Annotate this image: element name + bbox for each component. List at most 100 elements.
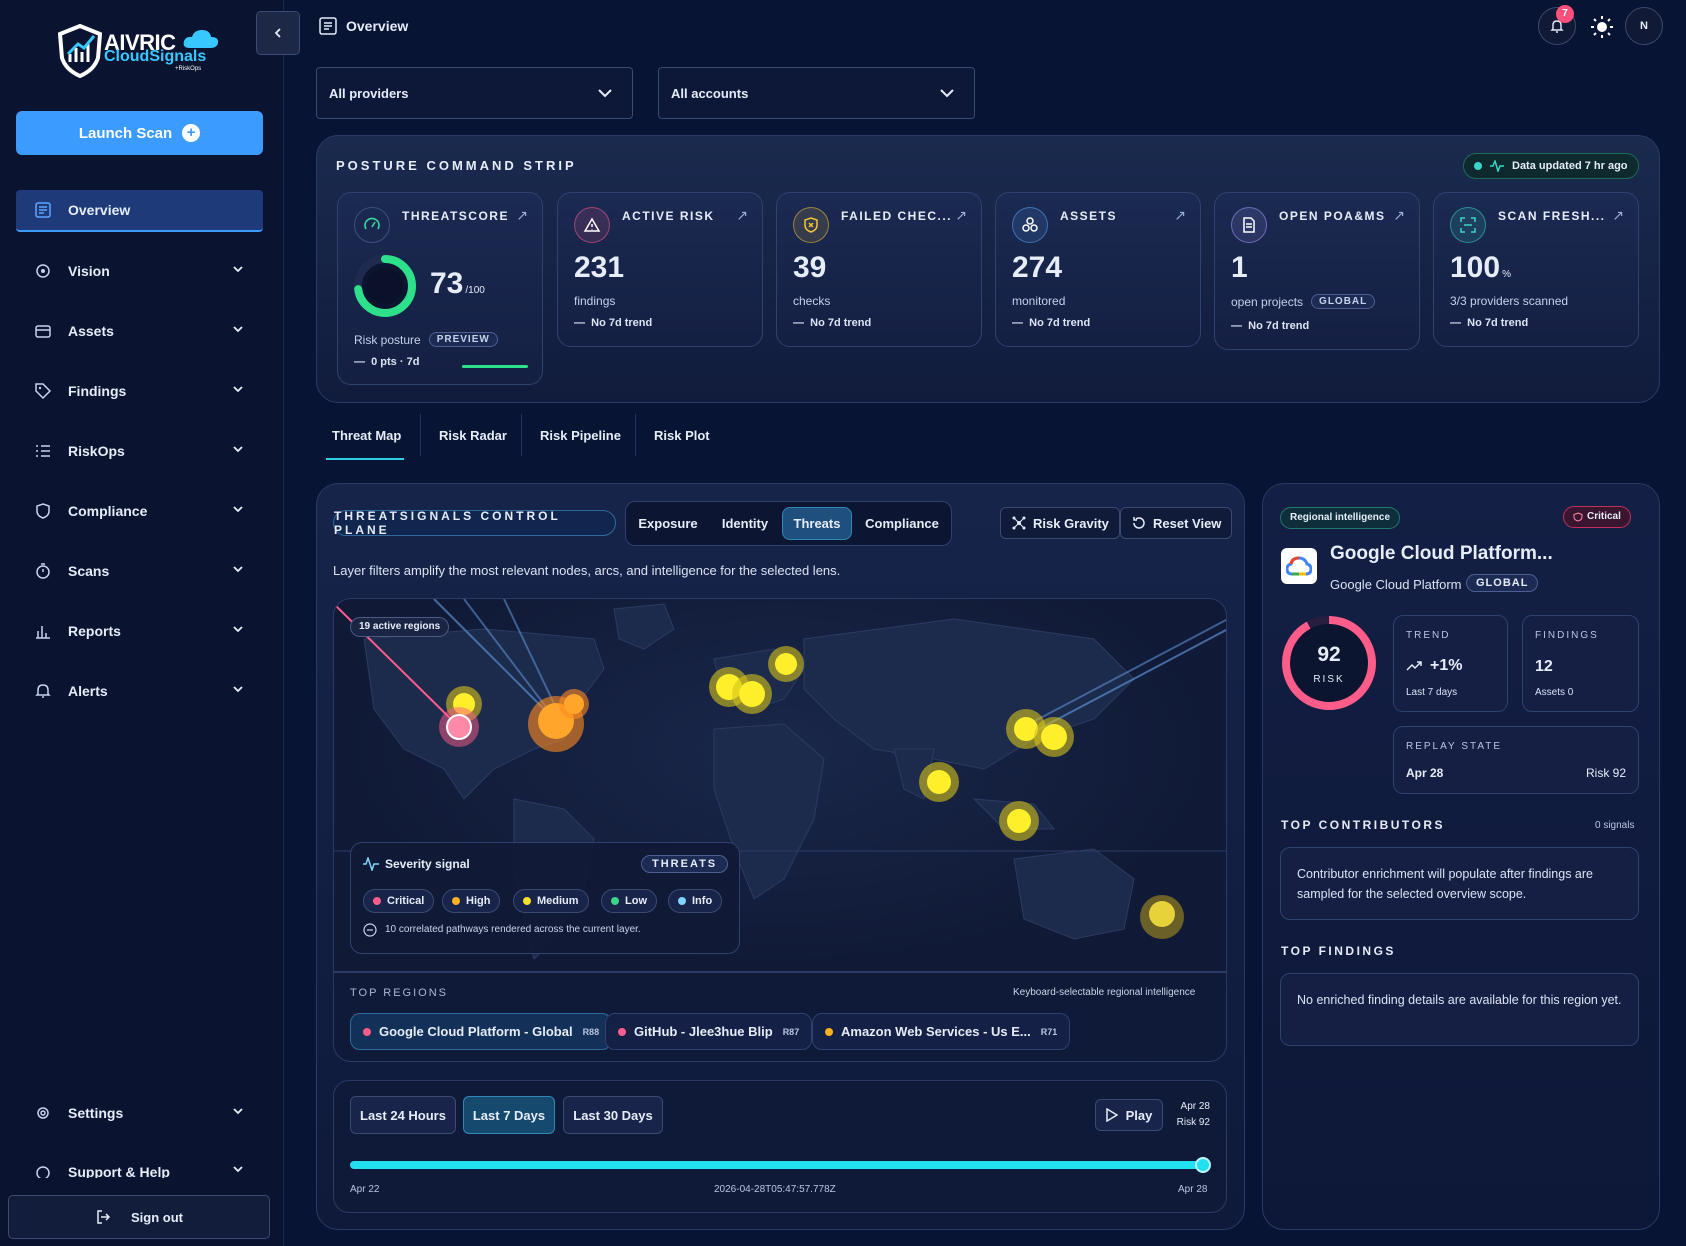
chevron-down-icon: [233, 566, 243, 573]
reset-view-button[interactable]: Reset View: [1120, 507, 1233, 539]
layer-description: Layer filters amplify the most relevant …: [333, 563, 841, 578]
launch-scan-button[interactable]: Launch Scan +: [16, 111, 263, 155]
kpi-value: 100%: [1450, 251, 1511, 285]
top-regions-label: TOP REGIONS: [350, 987, 449, 999]
sidebar-item-alerts[interactable]: Alerts: [16, 670, 263, 712]
risk-gravity-button[interactable]: Risk Gravity: [1000, 507, 1120, 539]
brand-logo: [57, 23, 228, 79]
sidebar-item-riskops[interactable]: RiskOps: [16, 430, 263, 472]
chevron-down-icon: [233, 326, 243, 333]
region-dot: [618, 1027, 626, 1036]
severity-chip-label: Low: [625, 895, 647, 907]
vision-icon: [34, 262, 52, 280]
providers-select[interactable]: All providers: [316, 67, 633, 119]
time-range-last-24-hours[interactable]: Last 24 Hours: [350, 1096, 456, 1134]
sidebar-item-vision[interactable]: Vision: [16, 250, 263, 292]
open-arrow-icon[interactable]: ↗: [1393, 207, 1405, 223]
kpi-card-threatscore[interactable]: THREATSCORE ↗ 73/100 Risk posture PREVIE…: [337, 192, 543, 385]
severity-chip-high[interactable]: High: [442, 889, 501, 913]
accounts-select[interactable]: All accounts: [658, 67, 975, 119]
region-scope-pill: GLOBAL: [1466, 574, 1539, 592]
kpi-trend: — No 7d trend: [1012, 317, 1091, 329]
sidebar-item-label: Vision: [68, 263, 110, 279]
kpi-trend-text: No 7d trend: [1467, 317, 1529, 329]
lens-identity[interactable]: Identity: [721, 516, 769, 531]
chevron-down-icon: [598, 89, 612, 98]
kpi-value-number: 231: [574, 251, 625, 284]
kpi-card-scan-fresh[interactable]: SCAN FRESH... ↗ 100% 3/3 providers scanned —…: [1433, 192, 1639, 347]
lens-threats[interactable]: Threats: [782, 507, 852, 540]
bell-icon: [1550, 20, 1564, 33]
critical-label: Critical: [1587, 511, 1621, 522]
chevron-down-icon: [233, 686, 243, 693]
time-range-last-7-days[interactable]: Last 7 Days: [463, 1096, 555, 1134]
open-arrow-icon[interactable]: ↗: [1174, 207, 1186, 223]
tab-divider: [420, 414, 421, 456]
reset-view-label: Reset View: [1153, 515, 1222, 531]
time-range-last-30-days[interactable]: Last 30 Days: [563, 1096, 663, 1134]
active-regions-badge: 19 active regions: [350, 617, 450, 637]
sidebar-item-label: Alerts: [68, 683, 108, 699]
open-arrow-icon[interactable]: ↗: [955, 207, 967, 223]
sidebar-item-assets[interactable]: Assets: [16, 310, 263, 352]
chevron-left-icon: [274, 28, 281, 38]
lens-compliance[interactable]: Compliance: [865, 516, 939, 531]
kpi-card-open-poa-ms[interactable]: OPEN POA&MS ↗ 1 open projects GLOBAL — No 7d …: [1214, 192, 1420, 350]
sidebar-item-overview[interactable]: Overview: [16, 190, 263, 232]
timeline-slider-handle[interactable]: [1195, 1157, 1211, 1173]
sidebar-item-scans[interactable]: Scans: [16, 550, 263, 592]
kpi-sub-text: Risk posture: [354, 332, 421, 347]
data-updated-text: Data updated 7 hr ago: [1512, 160, 1628, 172]
severity-chip-medium[interactable]: Medium: [513, 889, 589, 913]
chevron-down-icon: [233, 386, 243, 393]
tab-risk-pipeline[interactable]: Risk Pipeline: [540, 428, 621, 443]
user-avatar[interactable]: N: [1625, 7, 1663, 45]
open-arrow-icon[interactable]: ↗: [736, 207, 748, 223]
region-chip[interactable]: Amazon Web Services - Us E... R71: [812, 1013, 1071, 1050]
scan-icon: [1450, 207, 1486, 243]
play-button[interactable]: Play: [1095, 1099, 1163, 1131]
kpi-trend-text: No 7d trend: [591, 317, 653, 329]
threatscore-number: 73: [430, 267, 464, 300]
theme-toggle-sun-icon[interactable]: [1590, 15, 1614, 39]
kpi-sub-text: open projects: [1231, 294, 1304, 309]
sign-out-button[interactable]: Sign out: [8, 1195, 270, 1239]
sidebar-item-reports[interactable]: Reports: [16, 610, 263, 652]
kpi-value-number: 274: [1012, 251, 1063, 284]
kpi-value-number: 1: [1231, 251, 1248, 284]
tab-risk-radar[interactable]: Risk Radar: [439, 428, 507, 443]
sidebar-item-compliance[interactable]: Compliance: [16, 490, 263, 532]
kpi-card-active-risk[interactable]: ACTIVE RISK ↗ 231 findings — No 7d trend: [557, 192, 763, 347]
region-name: Amazon Web Services - Us E...: [841, 1024, 1031, 1039]
trend-up-icon: [1406, 661, 1422, 671]
play-icon: [1105, 1108, 1118, 1122]
sidebar-item-label: Reports: [68, 623, 121, 639]
severity-chip-low[interactable]: Low: [601, 889, 657, 913]
open-arrow-icon[interactable]: ↗: [516, 207, 528, 223]
tab-threat-map[interactable]: Threat Map: [332, 428, 402, 443]
contributors-note: Contributor enrichment will populate aft…: [1280, 847, 1639, 920]
kpi-card-failed-chec[interactable]: FAILED CHEC... ↗ 39 checks — No 7d trend: [776, 192, 982, 347]
sidebar-item-support[interactable]: Support & Help: [16, 1152, 263, 1178]
kpi-card-assets[interactable]: ASSETS ↗ 274 monitored — No 7d trend: [995, 192, 1201, 347]
collapse-sidebar-button[interactable]: [256, 11, 300, 55]
lens-exposure[interactable]: Exposure: [638, 516, 698, 531]
severity-chip-info[interactable]: Info: [668, 889, 723, 913]
timeline-slider-track[interactable]: [350, 1161, 1203, 1169]
severity-chip-critical[interactable]: Critical: [363, 889, 435, 913]
region-chip[interactable]: GitHub - Jlee3hue Blip R87: [605, 1013, 813, 1050]
region-chip[interactable]: Google Cloud Platform - Global R88: [350, 1013, 613, 1050]
open-arrow-icon[interactable]: ↗: [1612, 207, 1624, 223]
sidebar-item-findings[interactable]: Findings: [16, 370, 263, 412]
kpi-value: 274: [1012, 251, 1062, 285]
threats-pill: THREATS: [641, 855, 729, 873]
timeline-timestamp: 2026-04-28T05:47:57.778Z: [714, 1184, 836, 1195]
severity-title: Severity signal: [385, 857, 470, 871]
sidebar-item-settings[interactable]: Settings: [16, 1092, 263, 1134]
play-label: Play: [1125, 1107, 1153, 1123]
risk-value: 92: [1317, 643, 1341, 666]
sidebar: AIVRIC CloudSignals +RiskOps Launch Scan…: [0, 0, 284, 1246]
tab-risk-plot[interactable]: Risk Plot: [654, 428, 710, 443]
sidebar-item-label: Scans: [68, 563, 110, 579]
region-risk: R71: [1040, 1026, 1058, 1037]
